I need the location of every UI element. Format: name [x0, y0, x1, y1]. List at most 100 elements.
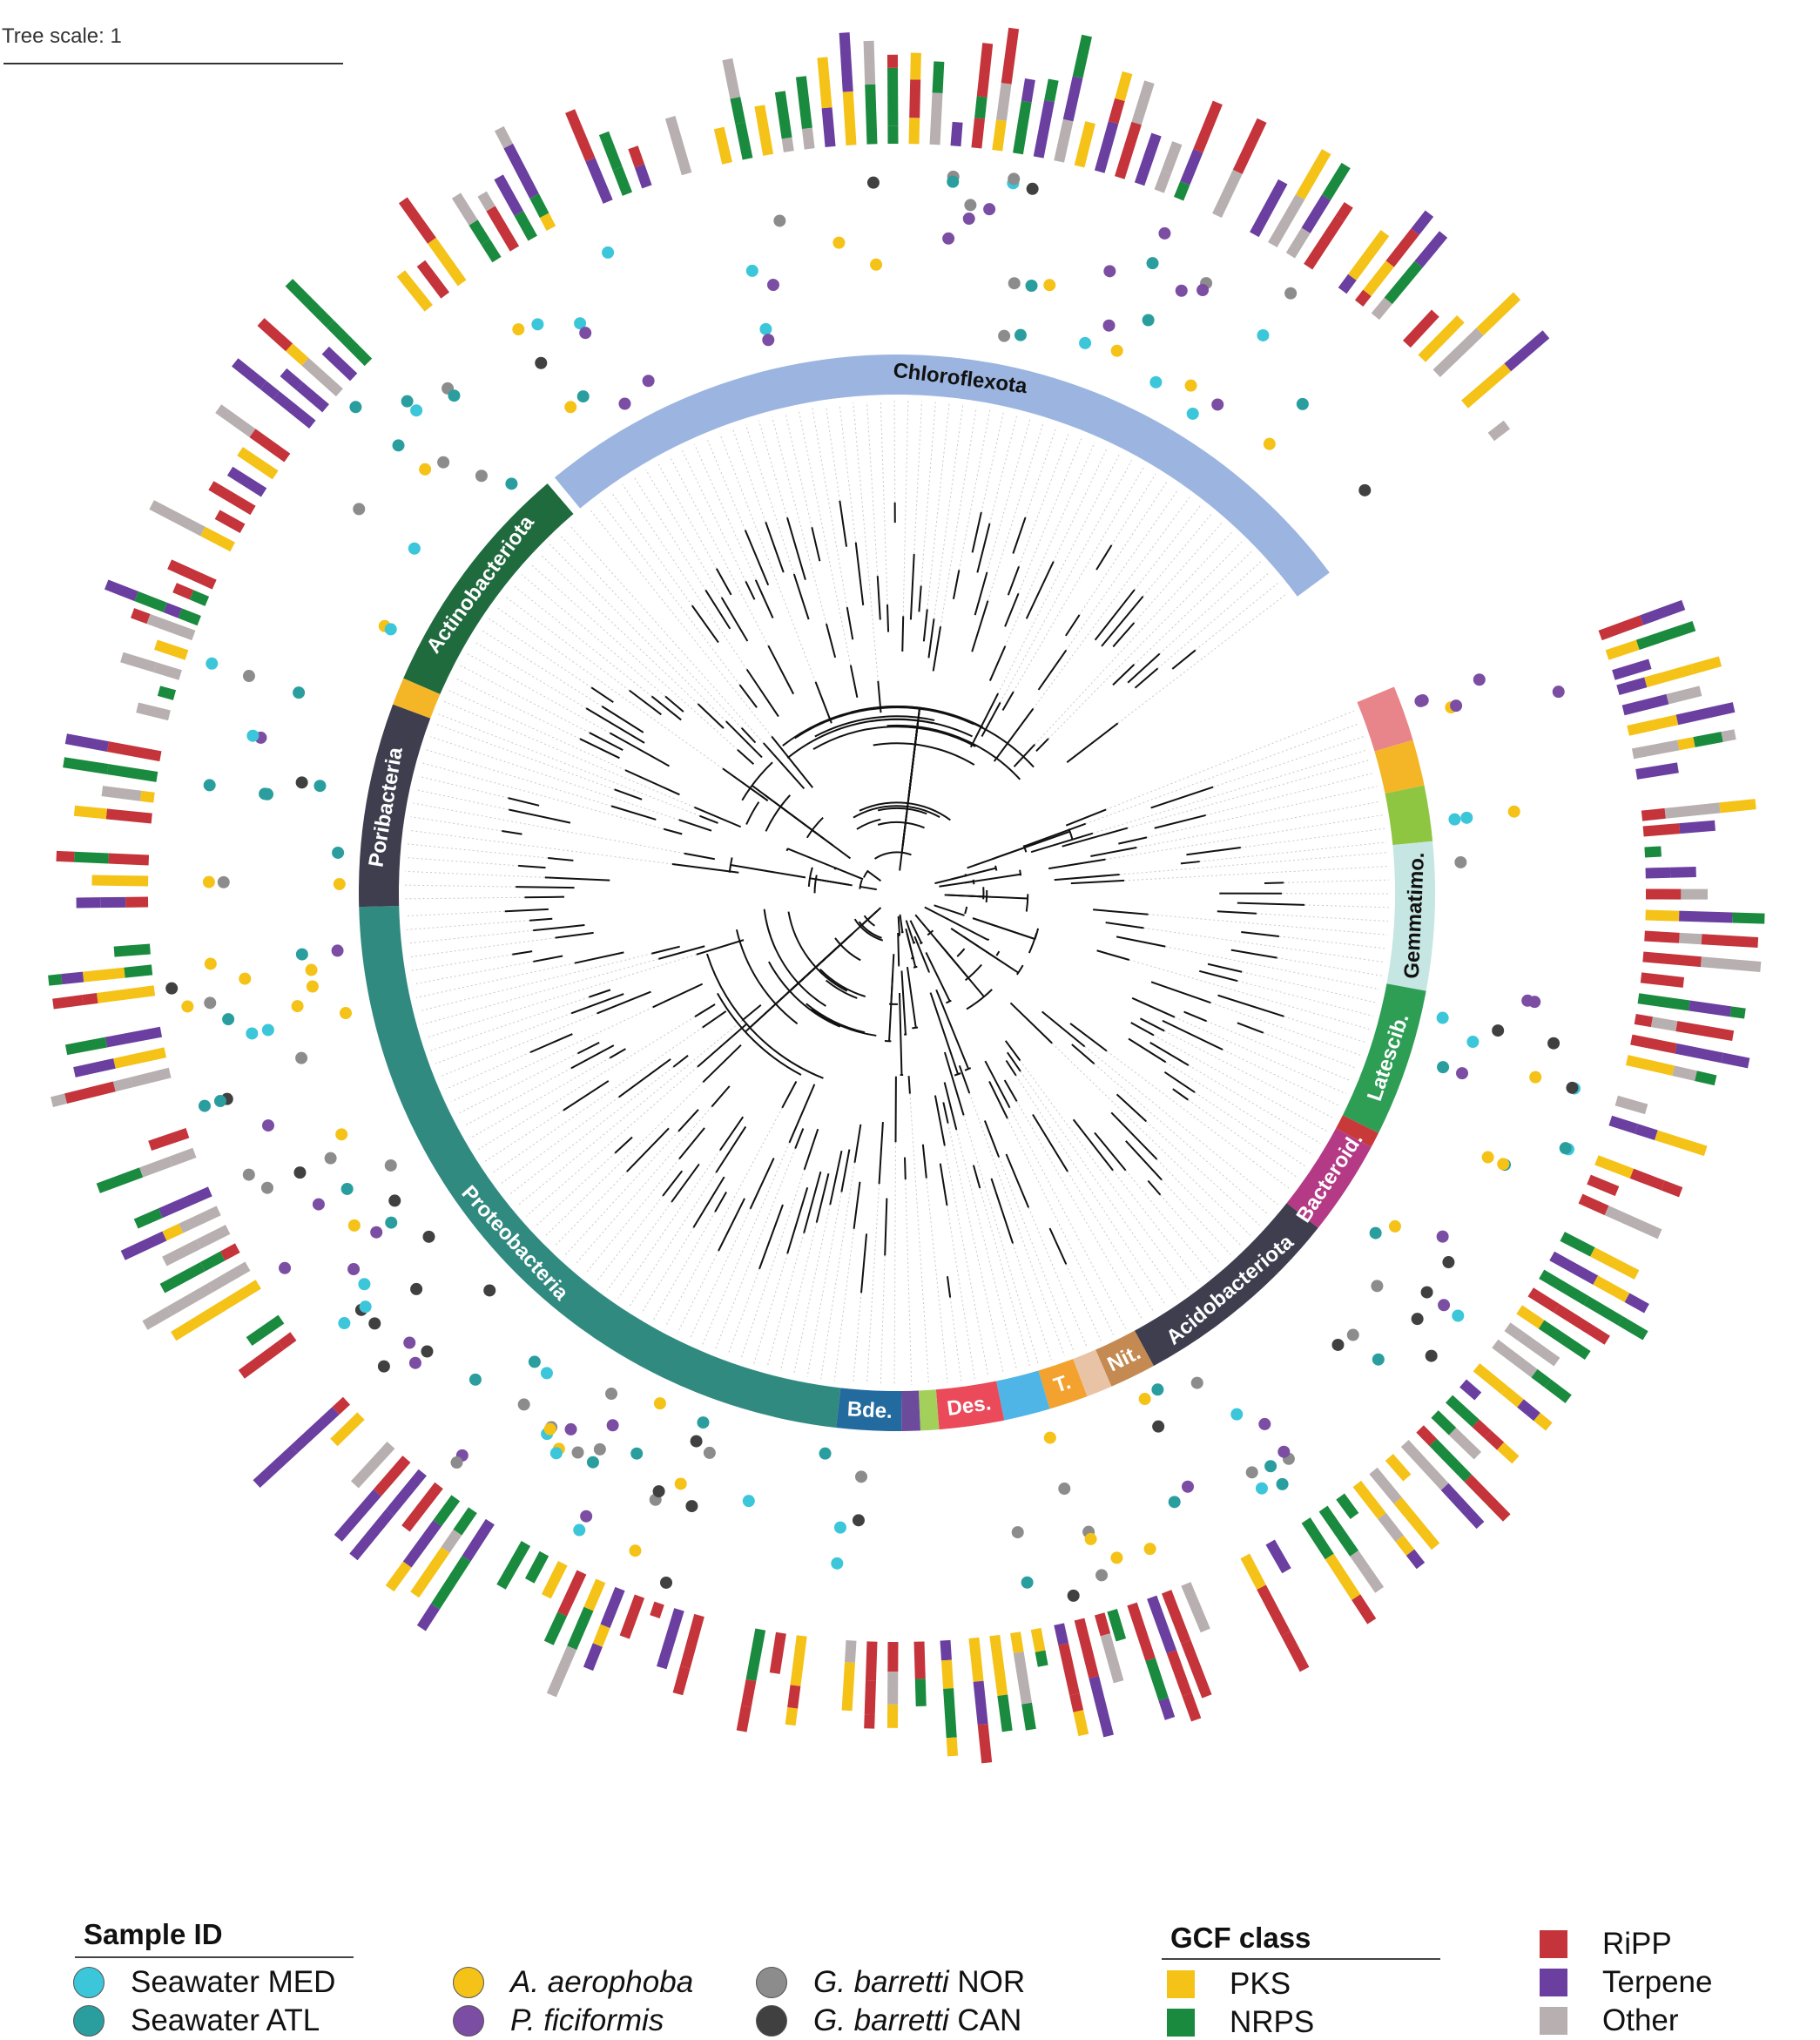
sample-dot: [593, 1442, 606, 1456]
branch: [1264, 882, 1284, 884]
gcf-bar-segment: [1265, 1539, 1291, 1574]
sample-dot: [1420, 1286, 1433, 1299]
leaf-guide: [495, 606, 724, 769]
leaf-guide: [1012, 1243, 1052, 1361]
branch: [738, 684, 758, 708]
leaf-guide: [467, 652, 610, 733]
sample-dot: [962, 213, 975, 226]
leaf-guide: [1018, 436, 1083, 594]
branch: [947, 917, 989, 942]
branch: [720, 597, 749, 642]
gcf-bar-segment: [839, 32, 853, 92]
gcf-bar-segment: [401, 1482, 443, 1532]
branch: [1207, 963, 1243, 973]
gcf-bar-segment: [543, 1611, 568, 1645]
leaf-guide: [617, 1150, 721, 1299]
sample-dot: [618, 397, 631, 410]
gcf-bar-segment: [130, 1067, 172, 1088]
branch: [1217, 994, 1284, 1017]
sample-dot: [605, 1388, 618, 1401]
sample-dot: [1008, 277, 1021, 290]
leaf-guide: [669, 456, 769, 646]
branch-arc: [873, 742, 975, 766]
legend-label-rest: NOR: [948, 1965, 1026, 1999]
leaf-guide: [448, 690, 626, 771]
sample-dot: [629, 1544, 642, 1557]
gcf-bar-segment: [1094, 121, 1119, 173]
branch: [1093, 909, 1149, 915]
leaf-guide: [476, 1016, 696, 1151]
gcf-bar-segment: [260, 381, 280, 400]
branch: [1006, 1051, 1021, 1072]
gcf-bar-segment: [101, 786, 142, 801]
branch-arc: [1022, 845, 1028, 853]
sample-dot: [1481, 1151, 1494, 1164]
branch-arc: [853, 918, 884, 942]
gcf-bar-segment: [1517, 1399, 1540, 1422]
sample-dot: [246, 1027, 259, 1040]
gcf-bar-segment: [1166, 1650, 1192, 1697]
gcf-bar-segment: [1131, 80, 1155, 125]
leaf-guide: [1009, 1107, 1127, 1329]
branch: [691, 605, 719, 644]
branch: [942, 1102, 949, 1124]
sample-dot: [531, 318, 544, 331]
branch: [614, 1136, 633, 1154]
branch: [1183, 1010, 1207, 1023]
branch-arc: [956, 948, 966, 957]
leaf-guide: [438, 713, 700, 817]
leaf-guide: [866, 402, 879, 577]
branch-arc: [912, 1026, 919, 1030]
branch: [725, 720, 763, 759]
gcf-bar-segment: [940, 1639, 952, 1661]
leaf-guide: [521, 574, 666, 697]
branch: [697, 703, 725, 729]
leaf-guide: [1194, 1091, 1306, 1167]
branch-arc: [814, 715, 935, 738]
leaf-guide: [530, 564, 738, 751]
sample-dot: [349, 401, 362, 414]
branch: [1162, 1019, 1223, 1050]
clade-segment: [1073, 1349, 1112, 1397]
leaf-guide: [1007, 1118, 1115, 1335]
leaf-guide: [866, 1184, 880, 1384]
branch: [981, 702, 1001, 737]
branch: [853, 1124, 862, 1163]
sample-dot: [239, 972, 252, 985]
gcf-bar-segment: [908, 118, 920, 145]
gcf-bar-segment: [546, 1645, 577, 1698]
legend-p-ficiformis: P. ficiformis: [453, 2003, 664, 2038]
branch-arc: [741, 761, 773, 801]
leaf-guide: [1051, 1043, 1251, 1236]
branch: [548, 857, 574, 861]
branch: [958, 1064, 971, 1094]
sample-dot: [762, 334, 775, 347]
branch: [943, 1082, 958, 1131]
clade-segment: [996, 1370, 1050, 1421]
leaf-guide: [484, 1110, 564, 1162]
gcf-bar-segment: [146, 613, 196, 641]
sample-dot: [685, 1500, 698, 1513]
branch: [866, 907, 882, 921]
gcf-bar-segment: [73, 1058, 116, 1077]
branch: [1116, 1093, 1147, 1123]
gcf-bar-segment: [1693, 732, 1723, 747]
branch: [1003, 1079, 1018, 1102]
gcf-bar-segment: [598, 131, 623, 171]
gcf-bar-segment: [249, 429, 291, 463]
gcf-bar-segment: [1232, 118, 1267, 174]
sample-dot: [295, 776, 308, 789]
branch: [899, 914, 904, 933]
gcf-bar-segment: [1672, 1065, 1697, 1081]
gcf-bar-segment: [214, 510, 246, 533]
branch: [663, 827, 683, 835]
leaf-guide: [408, 937, 556, 958]
gcf-bar-segment: [104, 579, 138, 602]
branch: [524, 895, 565, 899]
leaf-guide: [880, 1255, 886, 1385]
legend-label: A. aerophoba: [510, 1965, 694, 1999]
branch: [854, 542, 865, 606]
gcf-bar-segment: [1538, 1320, 1591, 1361]
gcf-bar-segment: [1001, 27, 1020, 84]
gcf-bar-segment: [1100, 1633, 1124, 1684]
